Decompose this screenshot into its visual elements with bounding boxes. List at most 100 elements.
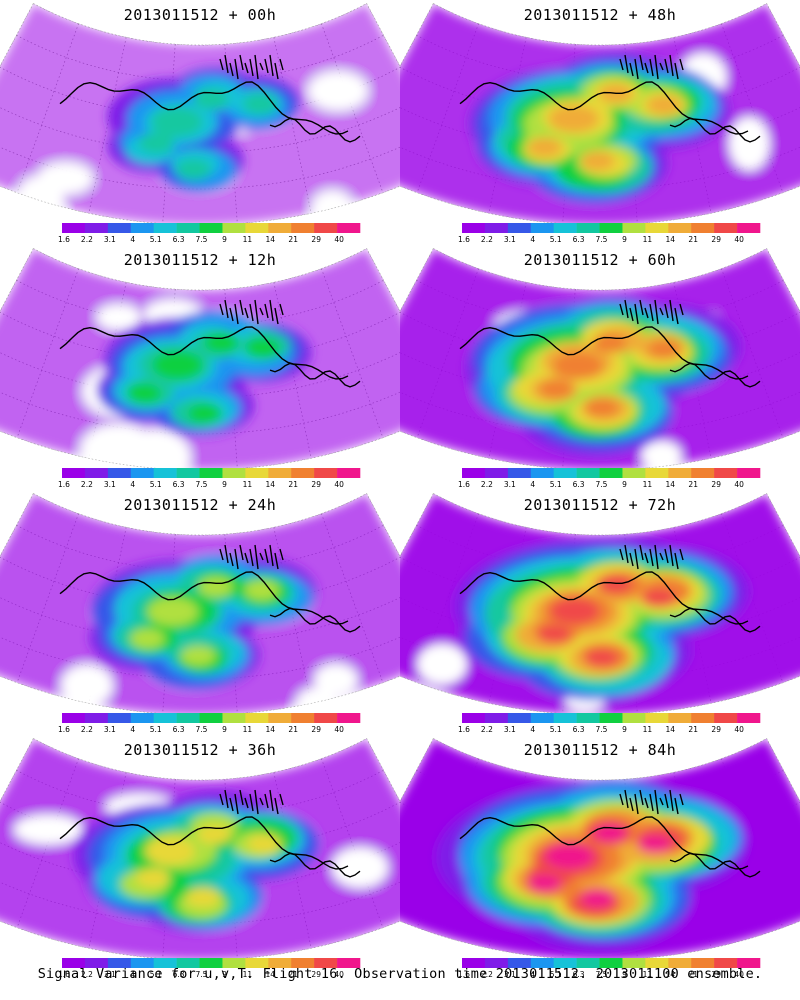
colorbar-swatch xyxy=(337,468,361,478)
colorbar-label: 21 xyxy=(688,480,698,489)
colorbar-label: 40 xyxy=(334,725,344,734)
colorbar-label: 9 xyxy=(222,970,227,979)
colorbar-label: 6.3 xyxy=(573,480,585,489)
colorbar-swatch xyxy=(691,223,715,233)
colorbar-swatch xyxy=(599,958,623,968)
colorbar-label: 7.5 xyxy=(196,235,208,244)
colorbar-swatch xyxy=(199,468,223,478)
colorbar-swatch xyxy=(62,713,86,723)
colorbar-swatch xyxy=(484,713,509,723)
colorbar-swatch xyxy=(645,223,669,233)
colorbar-swatch xyxy=(245,713,269,723)
colorbar-swatch xyxy=(507,223,532,233)
colorbar-label: 9 xyxy=(222,480,227,489)
colorbar-label: 14 xyxy=(666,235,676,244)
colorbar-label: 11 xyxy=(243,235,253,244)
colorbar-label: 5.1 xyxy=(550,480,562,489)
colorbar-swatch xyxy=(245,958,269,968)
colorbar-swatch xyxy=(107,958,132,968)
colorbar-label: 29 xyxy=(311,480,321,489)
colorbar-swatch xyxy=(553,958,577,968)
colorbar-swatch xyxy=(462,468,486,478)
colorbar-swatch xyxy=(153,713,177,723)
colorbar-label: 40 xyxy=(334,970,344,979)
colorbar-swatch xyxy=(484,223,509,233)
colorbar-swatch xyxy=(268,468,292,478)
colorbar-label: 7.5 xyxy=(596,970,608,979)
colorbar-label: 3.1 xyxy=(504,235,516,244)
colorbar-label: 11 xyxy=(643,725,653,734)
colorbar-swatch xyxy=(691,958,715,968)
colorbar-swatch xyxy=(199,958,223,968)
colorbar-label: 11 xyxy=(243,970,253,979)
colorbar-swatch xyxy=(291,958,315,968)
colorbar-label: 3.1 xyxy=(504,970,516,979)
colorbar-label: 14 xyxy=(666,725,676,734)
colorbar-label: 4 xyxy=(130,480,135,489)
colorbar-swatch xyxy=(84,468,109,478)
colorbar-swatch xyxy=(268,958,292,968)
colorbar-swatch xyxy=(462,223,486,233)
colorbar-label: 7.5 xyxy=(196,970,208,979)
colorbar-label: 5.1 xyxy=(550,970,562,979)
colorbar-label: 1.6 xyxy=(458,235,470,244)
colorbar-swatch xyxy=(714,468,738,478)
colorbar-swatch xyxy=(484,958,509,968)
panel-title: 2013011512 + 12h xyxy=(123,251,277,269)
colorbar-label: 3.1 xyxy=(104,970,116,979)
panel-title: 2013011512 + 00h xyxy=(123,6,277,24)
colorbar-swatch xyxy=(622,223,646,233)
colorbar-swatch xyxy=(737,468,761,478)
map-panel-p60: 1.6 2.2 3.1 4 5.1 6.3 7.5 9 11 14 21 29 40 2013011512… xyxy=(400,245,800,490)
colorbar-swatch xyxy=(714,713,738,723)
colorbar-label: 1.6 xyxy=(58,235,70,244)
colorbar-swatch xyxy=(153,223,177,233)
colorbar-label: 40 xyxy=(334,235,344,244)
colorbar-swatch xyxy=(337,223,361,233)
colorbar-swatch xyxy=(314,223,338,233)
colorbar-swatch xyxy=(337,713,361,723)
colorbar-swatch xyxy=(530,223,554,233)
colorbar-swatch xyxy=(530,958,554,968)
colorbar-swatch xyxy=(622,468,646,478)
colorbar-swatch xyxy=(314,713,338,723)
panel-title: 2013011512 + 72h xyxy=(523,496,677,514)
colorbar-swatch xyxy=(691,713,715,723)
colorbar-label: 4 xyxy=(530,725,535,734)
colorbar-label: 4 xyxy=(530,235,535,244)
colorbar-swatch xyxy=(176,468,200,478)
colorbar-label: 11 xyxy=(643,970,653,979)
colorbar-label: 9 xyxy=(222,725,227,734)
colorbar-swatch xyxy=(245,468,269,478)
colorbar-label: 9 xyxy=(622,725,627,734)
colorbar-label: 3.1 xyxy=(104,235,116,244)
colorbar-label: 5.1 xyxy=(150,970,162,979)
colorbar-label: 21 xyxy=(288,970,298,979)
colorbar-label: 29 xyxy=(311,235,321,244)
colorbar-swatch xyxy=(291,223,315,233)
signal-variance-map: 1.6 2.2 3.1 4 5.1 6.3 7.5 9 11 14 21 29 40 xyxy=(0,737,400,979)
colorbar-label: 7.5 xyxy=(596,725,608,734)
panel-title: 2013011512 + 48h xyxy=(523,6,677,24)
colorbar-label: 21 xyxy=(288,725,298,734)
colorbar-swatch xyxy=(291,468,315,478)
colorbar-swatch xyxy=(107,223,132,233)
colorbar-swatch xyxy=(668,223,692,233)
colorbar-swatch xyxy=(737,713,761,723)
colorbar-label: 2.2 xyxy=(481,235,493,244)
colorbar-swatch xyxy=(291,713,315,723)
map-panel-p36: 1.6 2.2 3.1 4 5.1 6.3 7.5 9 11 14 21 29 40 2013011512… xyxy=(0,735,400,980)
colorbar-swatch xyxy=(222,223,246,233)
colorbar-label: 7.5 xyxy=(196,725,208,734)
colorbar-label: 1.6 xyxy=(58,970,70,979)
colorbar-swatch xyxy=(130,713,154,723)
signal-variance-map: 1.6 2.2 3.1 4 5.1 6.3 7.5 9 11 14 21 29 40 xyxy=(0,247,400,489)
map-panel-p00: 1.6 2.2 3.1 4 5.1 6.3 7.5 9 11 14 21 29 40 2013011512… xyxy=(0,0,400,245)
colorbar-label: 1.6 xyxy=(458,725,470,734)
colorbar-label: 7.5 xyxy=(596,235,608,244)
colorbar-label: 29 xyxy=(711,725,721,734)
colorbar-swatch xyxy=(176,223,200,233)
colorbar-swatch xyxy=(484,468,509,478)
colorbar-label: 11 xyxy=(643,235,653,244)
colorbar-label: 21 xyxy=(288,480,298,489)
